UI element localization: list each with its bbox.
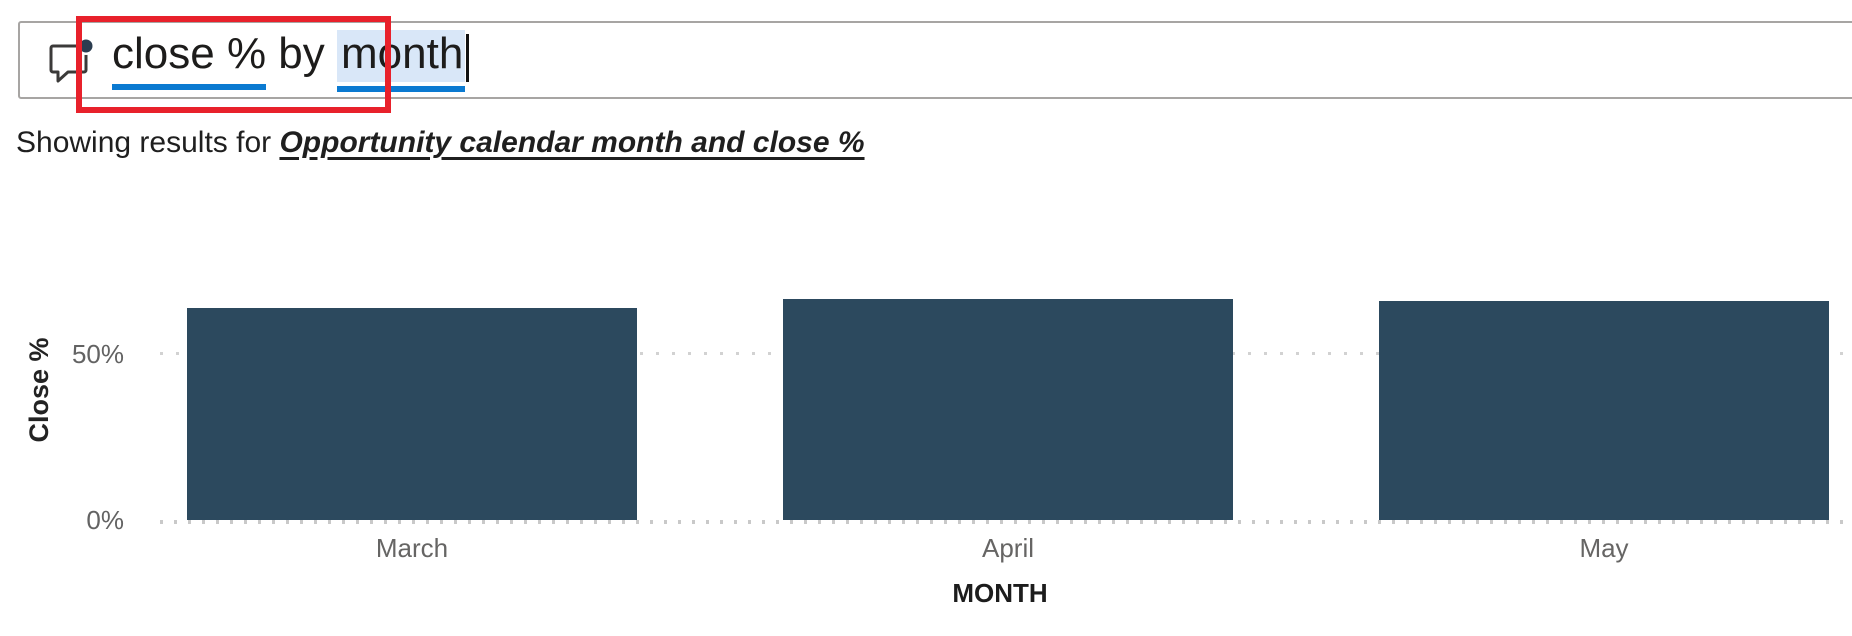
results-interpretation-link[interactable]: Opportunity calendar month and close % <box>279 126 865 159</box>
comment-bubble-icon <box>49 37 95 83</box>
x-axis-title: MONTH <box>952 578 1048 608</box>
x-tick-march: March <box>375 533 449 563</box>
query-connector: by <box>266 29 337 78</box>
text-cursor <box>466 34 470 82</box>
term-underline <box>337 86 466 92</box>
x-axis-baseline <box>160 520 1845 524</box>
qna-question-input[interactable]: close % by month <box>18 21 1852 99</box>
x-tick-april: April <box>981 533 1034 563</box>
bar-may[interactable] <box>1379 300 1829 520</box>
y-axis-title: Close % <box>24 337 54 443</box>
results-prefix: Showing results for <box>16 126 280 159</box>
query-text: close % by month <box>112 29 470 92</box>
results-summary: Showing results for Opportunity calendar… <box>16 124 865 162</box>
bar-march[interactable] <box>187 307 637 520</box>
term-underline <box>112 84 267 90</box>
y-tick-0: 0% <box>86 505 124 535</box>
query-term-month[interactable]: month <box>337 30 466 92</box>
y-tick-50: 50% <box>71 339 124 369</box>
bar-april[interactable] <box>783 299 1233 520</box>
x-tick-may: May <box>1579 533 1629 563</box>
query-term-close-pct[interactable]: close % <box>112 32 267 90</box>
